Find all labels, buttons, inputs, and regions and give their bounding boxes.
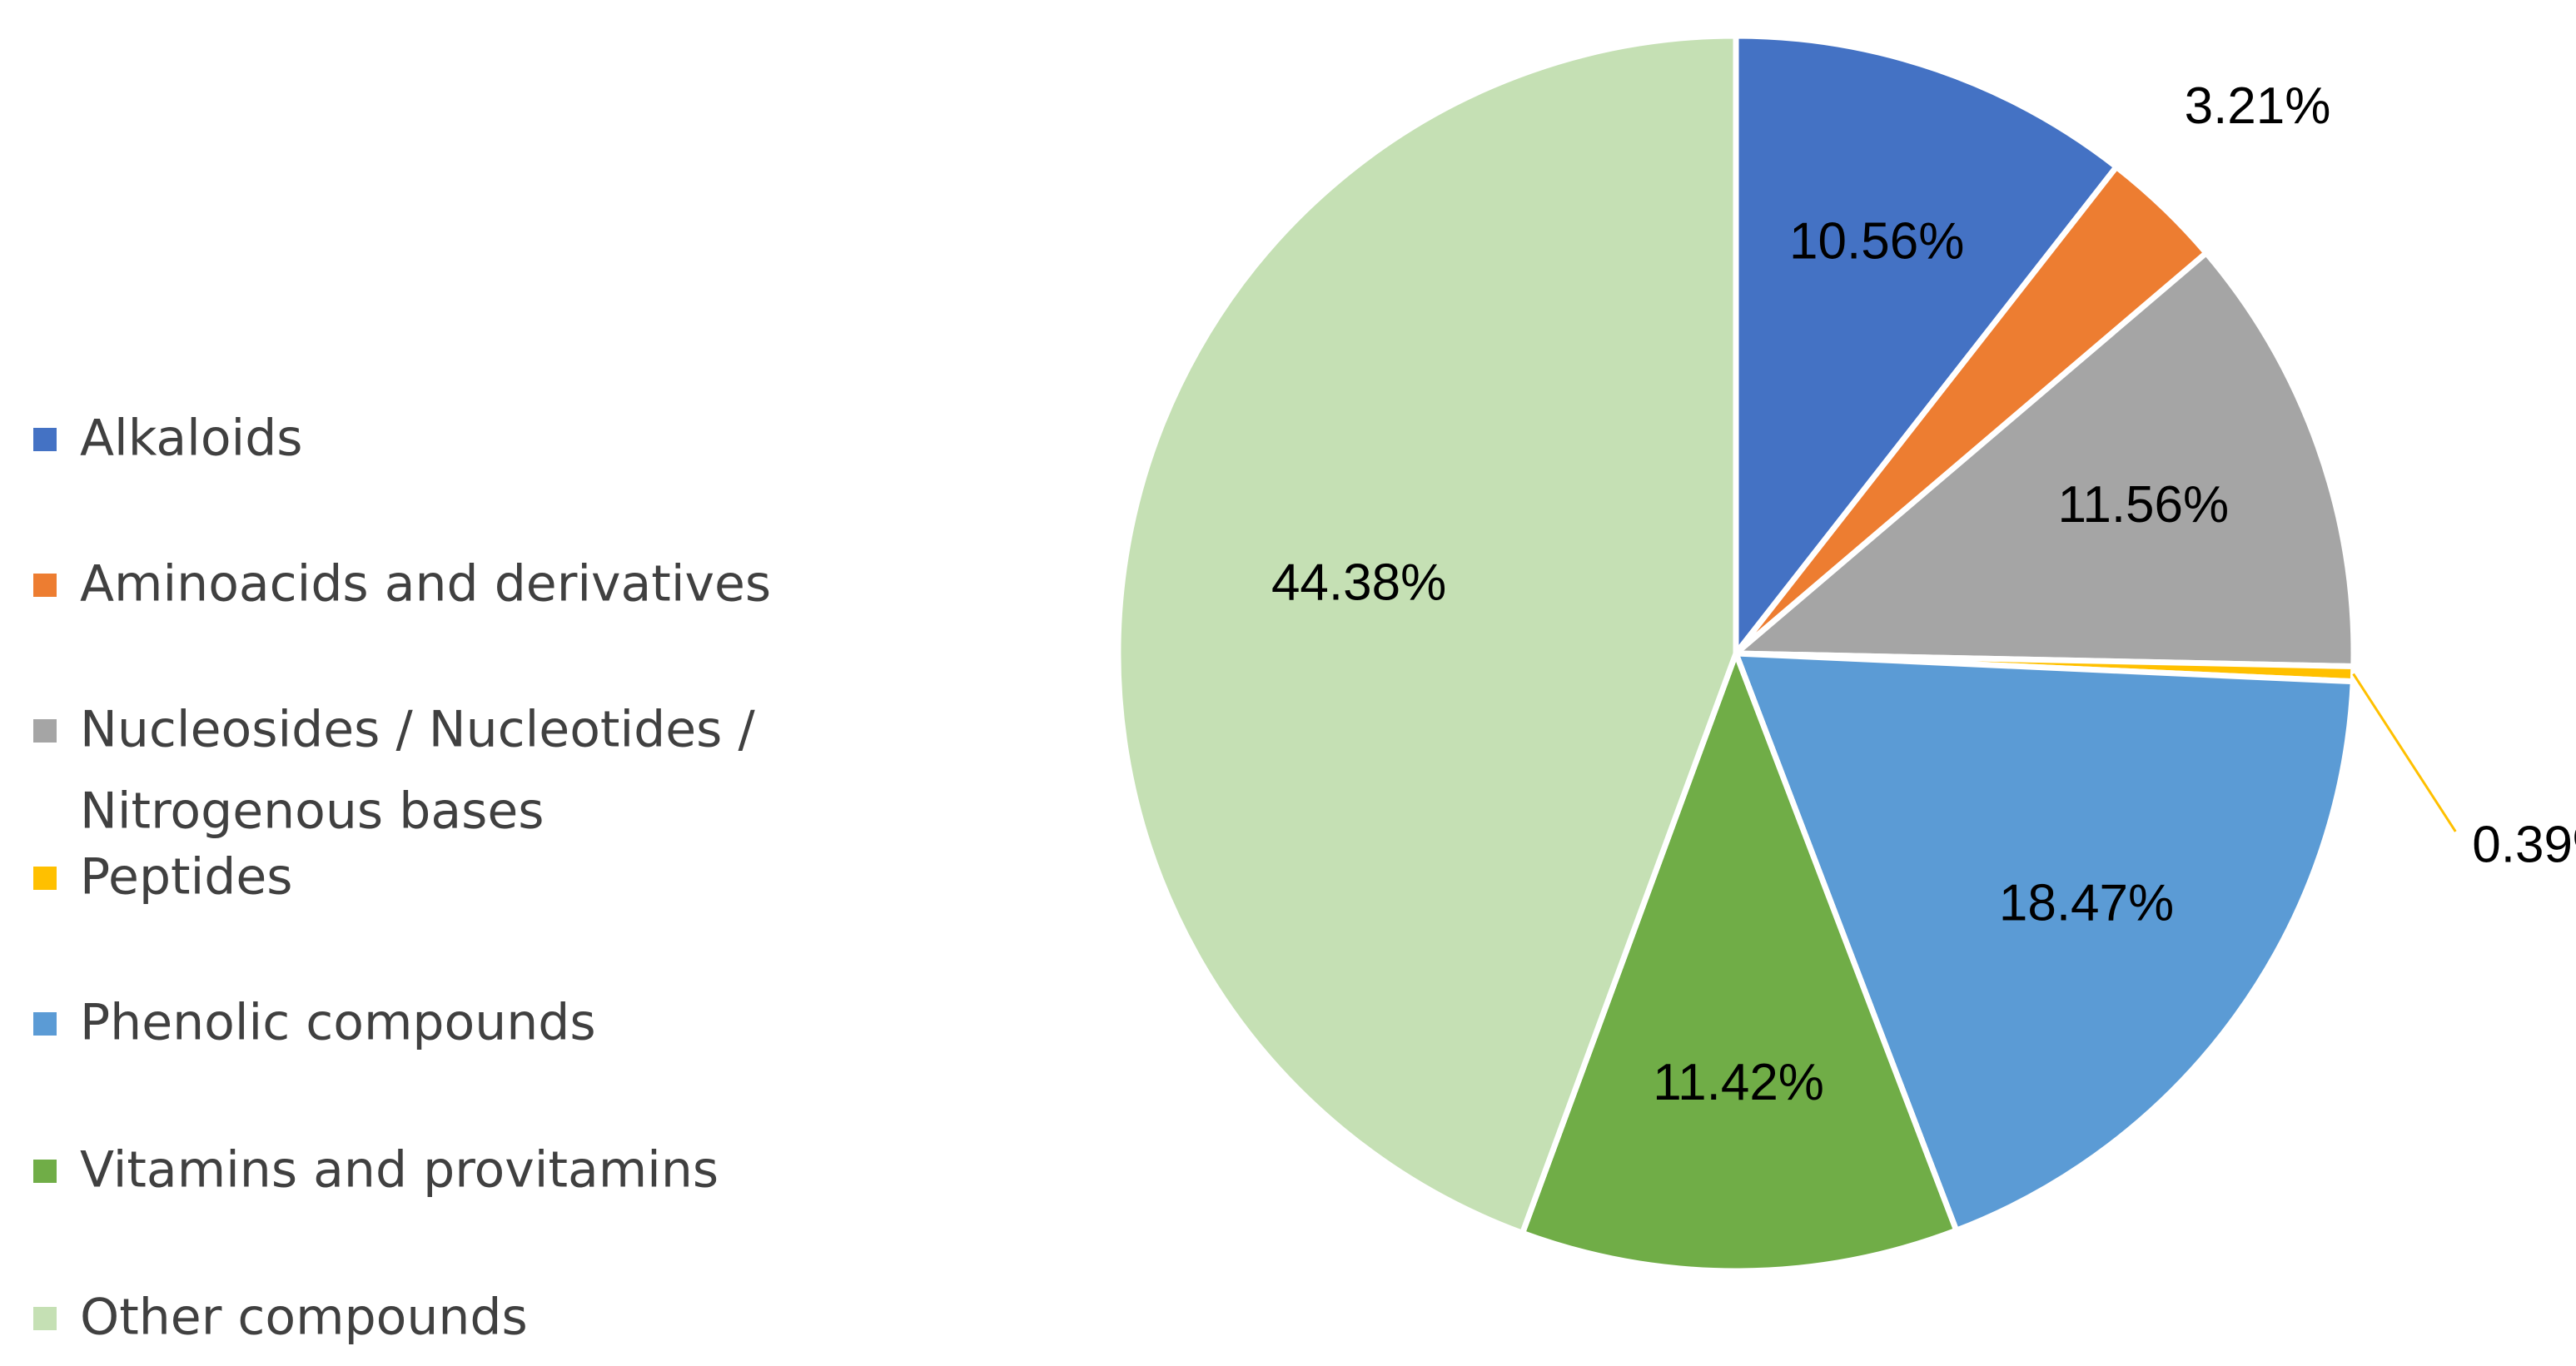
chart-legend: Alkaloids Aminoacids and derivatives Nucle… [33,410,771,1347]
legend-item-aminoacids-and-derivatives: Aminoacids and derivatives [33,555,771,613]
slice-label-other-compounds: 44.38% [1271,554,1446,612]
legend-item-other-compounds: Other compounds [33,1289,528,1347]
legend-label-nucleosides-nucleotides-nitrogenous-bases-line-1: Nucleosides / Nucleotides / [80,701,755,759]
slice-label-vitamins-and-provitamins: 11.42% [1653,1054,1824,1111]
slice-label-alkaloids: 10.56% [1789,212,1964,270]
legend-item-peptides: Peptides [33,848,293,907]
pie-chart [1115,32,2357,1274]
legend-swatch-phenolic-compounds [33,1012,57,1036]
pie-slice-vitamins-and-provitamins [1519,650,1960,1274]
legend-item-alkaloids: Alkaloids [33,410,303,468]
slice-label-peptides: 0.39% [2472,816,2576,873]
legend-swatch-other-compounds [33,1307,57,1330]
legend-swatch-alkaloids [33,428,57,451]
legend-swatch-vitamins-and-provitamins [33,1160,57,1183]
pie-slice-phenolic-compounds [1733,650,2356,1234]
slice-labels: 10.56% 3.21% 11.56% 0.39% 18.47% 11.42% 44.38% [1271,77,2576,1111]
slice-label-aminoacids-and-derivatives: 3.21% [2185,77,2331,135]
legend-label-phenolic-compounds: Phenolic compounds [80,994,596,1052]
legend-swatch-aminoacids-and-derivatives [33,574,57,597]
legend-swatch-peptides [33,867,57,890]
legend-label-peptides: Peptides [80,848,293,907]
legend-label-other-compounds: Other compounds [80,1289,528,1347]
slice-label-phenolic-compounds: 18.47% [1999,875,2174,932]
legend-label-alkaloids: Alkaloids [80,410,303,468]
legend-item-phenolic-compounds: Phenolic compounds [33,994,596,1052]
legend-label-vitamins-and-provitamins: Vitamins and provitamins [80,1141,719,1200]
legend-item-vitamins-and-provitamins: Vitamins and provitamins [33,1141,719,1200]
leader-line-peptides [2352,673,2457,832]
legend-item-nucleosides-nucleotides-nitrogenous-bases: Nucleosides / Nucleotides / Nitrogenous b… [33,701,755,841]
pie-slice-nucleosides-nucleotides-nitrogenous-bases [1733,250,2357,669]
slice-label-nucleosides-nucleotides-nitrogenous-bases: 11.56% [2057,476,2229,534]
legend-label-aminoacids-and-derivatives: Aminoacids and derivatives [80,555,771,613]
legend-label-nucleosides-nucleotides-nitrogenous-bases-line-2: Nitrogenous bases [80,782,545,841]
legend-swatch-nucleosides-nucleotides-nitrogenous-bases [33,719,57,743]
pie-slice-alkaloids [1733,32,2120,657]
pie-slice-other-compounds [1115,32,1739,1236]
